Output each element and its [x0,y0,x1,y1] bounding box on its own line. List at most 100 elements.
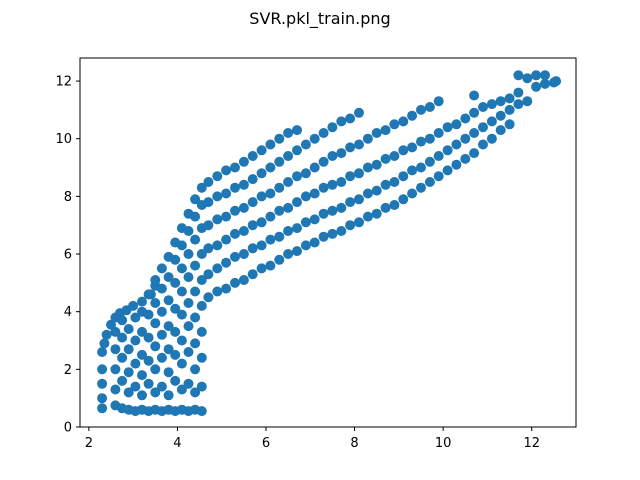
scatter-point [123,324,134,334]
scatter-point [221,257,232,268]
scatter-point [300,240,311,251]
scatter-point [398,194,409,205]
scatter-point [150,387,161,398]
scatter-point [256,263,267,274]
scatter-point [203,220,214,231]
scatter-point [170,277,181,288]
scatter-point [190,387,201,398]
scatter-point [540,70,550,81]
scatter-point [190,286,201,297]
scatter-point [190,211,201,222]
scatter-point [407,188,418,199]
scatter-point [170,326,181,337]
scatter-point [128,300,139,311]
scatter-point [265,211,276,222]
x-tick-label: 12 [523,436,540,451]
scatter-point [398,145,409,156]
scatter-point [143,309,154,320]
scatter-point [190,312,201,323]
scatter-point [309,133,320,144]
scatter-point [190,338,201,349]
scatter-point [117,375,128,386]
scatter-point [318,156,329,167]
scatter-point [495,96,506,107]
scatter-point [283,128,294,138]
chart-title: SVR.pkl_train.png [249,9,390,29]
scatter-point [123,367,134,378]
scatter-point [190,364,201,375]
scatter-point [137,326,147,337]
scatter-point [274,205,285,216]
scatter-point [190,260,201,271]
scatter-point [156,283,167,294]
scatter-point [163,272,174,283]
scatter-point [196,381,207,392]
scatter-point [256,145,267,156]
scatter-point [460,133,471,144]
scatter-point [327,205,338,216]
scatter-point [256,168,267,179]
scatter-point [292,125,302,136]
scatter-point [380,153,391,164]
scatter-point [433,128,444,138]
scatter-point [362,162,373,173]
scatter-point [354,107,364,118]
scatter-point [336,148,347,159]
scatter-point [163,321,174,332]
scatter-point [354,168,364,179]
scatter-point [424,177,435,187]
scatter-point [318,128,329,138]
scatter-point [540,78,550,89]
scatter-point [407,110,418,121]
scatter-point [433,171,444,182]
scatter-point [163,367,174,378]
scatter-point [176,286,187,297]
scatter-point [230,251,240,262]
scatter-point [110,384,121,395]
scatter-point [504,119,515,130]
scatter-point [274,254,285,265]
scatter-point [389,119,400,130]
scatter-point [318,182,329,193]
scatter-point [362,188,373,199]
scatter-point [163,344,174,355]
x-tick-label: 2 [85,436,93,451]
scatter-point [238,179,249,190]
scatter-point [117,332,128,343]
scatter-point [156,381,167,392]
scatter-point [221,234,232,245]
scatter-point [190,194,201,205]
scatter-point [371,128,382,138]
scatter-point [97,378,108,389]
scatter-point [265,162,276,173]
scatter-point [221,188,232,199]
scatter-point [478,122,488,133]
scatter-point [137,349,147,360]
scatter-point [238,156,249,167]
scatter-point [230,277,240,288]
scatter-point [117,352,128,363]
scatter-point [212,171,223,182]
axes-frame [79,57,577,428]
scatter-point [283,177,294,187]
scatter-point [469,107,480,118]
scatter-point [433,96,444,107]
scatter-point [256,217,267,228]
scatter-point [196,275,207,285]
scatter-point [183,378,194,389]
scatter-point [398,116,409,127]
scatter-point [531,81,542,92]
scatter-point [183,226,194,236]
scatter-point [327,122,338,133]
scatter-point [170,303,181,314]
scatter-point [389,200,400,210]
scatter-point [183,347,194,357]
scatter-point [283,151,294,161]
scatter-point [309,162,320,173]
scatter-point [345,171,356,182]
scatter-point [203,243,214,254]
scatter-point [203,269,214,280]
scatter-point [274,156,285,167]
scatter-point [318,208,329,219]
scatter-point [309,237,320,248]
